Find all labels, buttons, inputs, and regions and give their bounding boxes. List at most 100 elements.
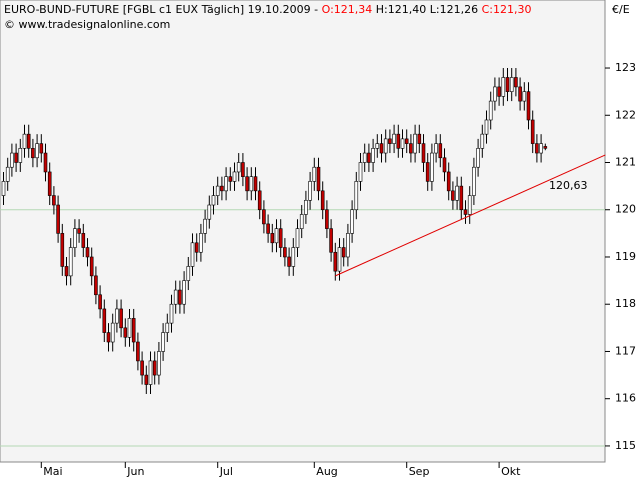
candle-body: [421, 143, 426, 163]
candle-body: [94, 275, 98, 296]
y-tick-label: 115: [615, 439, 636, 452]
candle-body: [39, 143, 44, 154]
candle-body: [287, 256, 291, 267]
candle-body: [31, 148, 35, 159]
candle-body: [522, 91, 527, 102]
y-tick-label: 122: [615, 108, 636, 121]
candle-body: [56, 204, 60, 234]
x-tick-label: Sep: [409, 465, 430, 478]
candle-body: [354, 181, 359, 211]
candle-body: [262, 209, 266, 225]
candle-body: [518, 86, 522, 102]
candle-body: [333, 251, 338, 272]
candle-body: [413, 133, 417, 154]
x-tick-label: Jul: [219, 465, 233, 478]
candle-body: [543, 146, 548, 149]
y-axis-label: €/E: [612, 3, 630, 16]
y-tick-label: 120: [615, 203, 636, 216]
candle-body: [5, 166, 10, 182]
candle-body: [400, 138, 405, 149]
title-text: EURO-BUND-FUTURE [FGBL c1 EUX Täglich] 1…: [4, 3, 318, 16]
candle-body: [375, 143, 380, 149]
candle-body: [161, 332, 165, 352]
candle-body: [60, 233, 65, 267]
candle-body: [379, 143, 384, 154]
candle-body: [257, 190, 262, 211]
candle-body: [304, 199, 308, 215]
candle-body: [18, 148, 23, 163]
candle-body: [64, 266, 69, 277]
candle-body: [388, 138, 392, 144]
candle-body: [220, 185, 224, 192]
candle-body: [190, 242, 195, 267]
candle-body: [165, 322, 170, 333]
y-tick-label: 121: [615, 156, 636, 169]
candle-body: [102, 308, 107, 333]
candle-body: [236, 162, 241, 173]
candle-body: [463, 209, 468, 215]
candle-body: [131, 318, 136, 343]
candle-body: [73, 228, 77, 248]
candle-body: [484, 119, 489, 135]
candle-body: [383, 138, 388, 154]
y-tick-label: 116: [615, 392, 636, 405]
candle-body: [207, 204, 212, 220]
candle-body: [316, 166, 321, 192]
candle-body: [106, 332, 111, 343]
candle-body: [148, 360, 153, 385]
y-tick-label: 118: [615, 297, 636, 310]
candle-body: [371, 148, 375, 163]
candle-body: [488, 100, 493, 121]
candle-body: [392, 133, 396, 144]
candle-body: [110, 322, 115, 343]
candle-body: [530, 119, 535, 144]
candle-body: [396, 133, 401, 149]
candle-body: [409, 143, 413, 154]
candle-body: [215, 185, 220, 196]
candle-body: [358, 162, 363, 182]
candle-body: [442, 157, 447, 173]
candle-body: [22, 133, 27, 149]
candle-body: [467, 195, 472, 215]
open-label: O:121,34: [322, 3, 373, 16]
candle-body: [493, 86, 497, 102]
high-label: H:121,40: [376, 3, 426, 16]
y-tick-label: 123: [615, 61, 636, 74]
candle-body: [1, 181, 6, 196]
candle-body: [152, 360, 157, 376]
candle-body: [52, 195, 56, 206]
candle-body: [119, 308, 123, 329]
candle-body: [241, 162, 245, 177]
candle-body: [157, 351, 161, 376]
candle-body: [194, 242, 199, 253]
candle-body: [43, 152, 48, 173]
candle-body: [178, 289, 182, 305]
candle-body: [144, 374, 149, 385]
candle-body: [127, 318, 132, 338]
candle-body: [295, 228, 300, 248]
candle-body: [199, 233, 203, 253]
candle-body: [425, 162, 430, 182]
candle-body: [501, 77, 506, 97]
candle-body: [89, 256, 94, 277]
candle-body: [497, 86, 501, 97]
candle-body: [459, 185, 464, 211]
x-tick-label: Jun: [126, 465, 144, 478]
candle-body: [346, 233, 350, 258]
candle-body: [291, 247, 296, 267]
x-tick-label: Okt: [501, 465, 521, 478]
candle-body: [270, 233, 275, 244]
candle-body: [417, 133, 422, 144]
candle-body: [253, 176, 258, 192]
candle-body: [472, 166, 476, 196]
candle-body: [283, 247, 287, 258]
close-label: C:121,30: [482, 3, 532, 16]
candle-body: [169, 303, 174, 324]
candle-body: [211, 195, 216, 206]
candle-body: [299, 214, 304, 229]
x-tick-label: Mai: [43, 465, 62, 478]
trend-line: [335, 154, 606, 277]
candle-body: [337, 247, 342, 272]
candle-body: [350, 209, 354, 234]
